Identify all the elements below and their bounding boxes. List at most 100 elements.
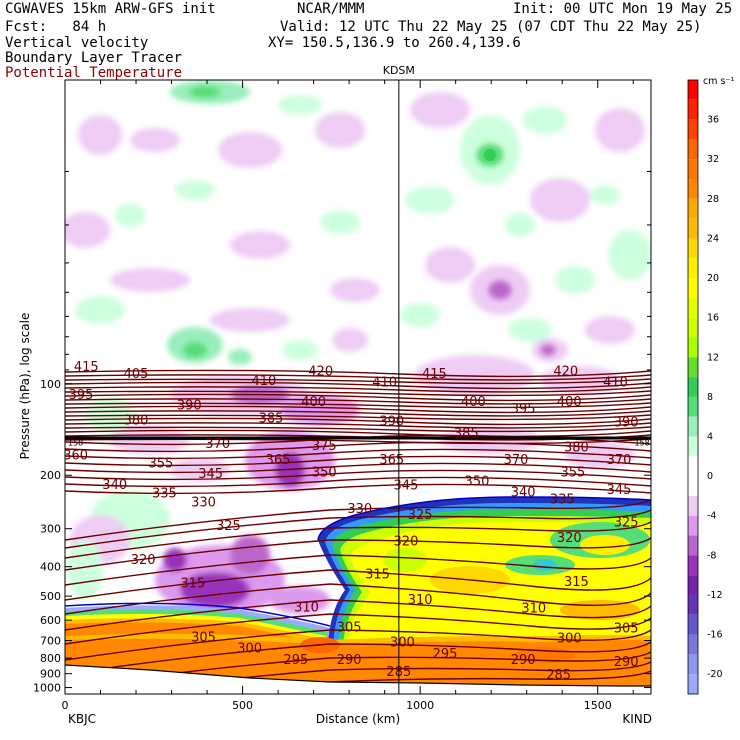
isentrope [65,429,651,438]
isentrope-label: 385 [454,427,479,442]
isentrope-label: 395 [69,388,94,403]
plot-frame [64,79,652,695]
y-tick-label: 1000 [33,682,61,695]
isentrope-label: 360 [63,448,88,463]
colorbar-bin [688,396,698,417]
isentrope-label: 370 [504,453,529,468]
isentrope-label: 295 [283,653,308,668]
isentrope-label: 325 [216,519,241,534]
isentrope-label: 355 [148,457,173,472]
terrain [65,665,651,694]
colorbar-bin [688,357,698,378]
isentrope-label: 330 [191,496,216,511]
isentrope-label: 300 [557,632,582,647]
colorbar-bin [688,337,698,358]
isentrope-label: 365 [379,453,404,468]
isentrope [65,509,651,549]
cross-section-endpoints: XY= 150.5,136.9 to 260.4,139.6 [268,35,521,51]
colorbar-bin [688,317,698,338]
isentrope [65,381,651,390]
left-endpoint-label: KBJC [68,712,96,726]
colorbar-bin [688,614,698,635]
isentrope [65,393,651,402]
isentrope [65,386,651,393]
colorbar-label: 12 [707,352,719,363]
isentrope [65,521,651,559]
y-tick-label: 100 [40,378,61,391]
isentrope-label: 310 [408,593,433,608]
isentrope [65,499,651,541]
y-tick-label: 900 [40,668,61,681]
isentrope [65,369,651,378]
isentrope-label: 415 [422,367,447,382]
colorbar-bin [688,575,698,595]
colorbar-bin [688,198,698,219]
isentrope-label: 410 [603,375,628,390]
model-title: CGWAVES 15km ARW-GFS init [5,1,216,17]
isentrope-label: 365 [266,453,291,468]
isentrope [65,410,651,417]
isentrope-label: 320 [394,534,419,549]
colorbar-label: 8 [707,392,713,403]
right-endpoint-label: KIND [622,712,652,726]
colorbar-frame [687,79,699,695]
colorbar-bin [688,179,698,199]
colorbar-bin [688,99,698,120]
isentrope-label: 345 [607,483,632,498]
colorbar-label: 24 [707,233,719,244]
isentrope [65,469,651,481]
isentrope-label: 345 [394,478,419,493]
isentrope-label: 350 [312,466,337,481]
colorbar-bin [688,278,698,298]
colorbar-label: 16 [707,313,719,324]
colorbar-label: 4 [707,432,713,443]
isentrope-label: 315 [564,575,589,590]
valid-time: Valid: 12 UTC Thu 22 May 25 (07 CDT Thu … [280,19,702,35]
colorbar-label: 32 [707,154,719,165]
isentrope [65,629,651,661]
colorbar-bin [688,535,698,556]
isentrope-label: 315 [365,568,390,583]
field-vertical-velocity: Vertical velocity [5,35,149,51]
colorbar-bin [688,139,698,160]
isentrope [65,426,651,433]
colorbar-bin [688,258,698,279]
isentrope-label: 405 [124,367,149,382]
colorbar-bin [688,456,698,496]
colorbar-bin [688,495,698,516]
isentrope-label: 400 [557,395,582,410]
isentrope [65,414,651,421]
y-tick-label: 300 [40,523,61,536]
y-axis-label: Pressure (hPa), log scale [18,313,32,460]
colorbar-label: -16 [707,630,723,641]
isentrope-label: 290 [337,653,362,668]
isentrope-label: 350 [465,475,490,490]
isentrope-label: 380 [124,413,149,428]
vertical-velocity-field: 415 405 410 420 410 415 420 410 395 390 400 400 395 4… [63,80,651,694]
isentrope [65,483,651,495]
tropopause-mark: 158 [634,438,649,447]
isentrope-label: 400 [301,395,326,410]
isentrope-label: 310 [294,600,319,615]
isentrope [65,537,651,571]
x-tick-label: 500 [232,699,253,712]
isentrope-label: 285 [546,668,571,683]
isentrope-label: 335 [550,492,575,507]
y-tick-label: 500 [40,590,61,603]
y-tick-label: 700 [40,635,61,648]
colorbar-label: 36 [707,115,719,126]
isentrope [65,613,651,645]
colorbar-label: -12 [707,590,723,601]
colorbar-bin [688,674,698,694]
isentrope-label: 390 [177,399,202,414]
colorbar-bin [688,159,698,180]
isentrope [65,583,651,615]
isentrope-label: 390 [614,415,639,430]
y-tick-label: 800 [40,652,61,665]
isentrope-label: 410 [251,374,276,389]
isentrope-label: 400 [461,395,486,410]
x-tick-label: 0 [62,699,69,712]
isentrope-label: 340 [102,478,127,493]
isentrope [65,569,651,601]
